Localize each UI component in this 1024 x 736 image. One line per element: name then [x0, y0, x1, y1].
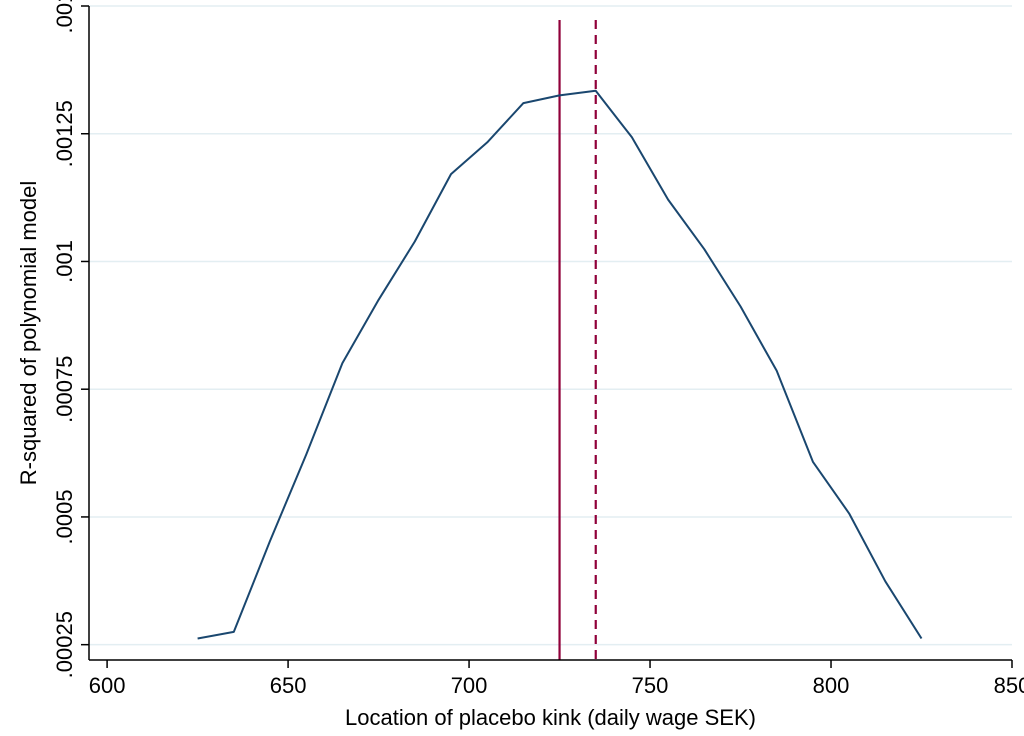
x-tick-label-2: 700 [451, 673, 488, 698]
axes: 600 650 700 750 800 850 .00025 .0005 .00075 .001.… [52, 0, 1024, 698]
x-tick-label-0: 600 [89, 673, 126, 698]
y-tick-label-2: .00075 [52, 356, 77, 423]
reference-lines [558, 20, 597, 660]
y-tick-label-5: .0015 [52, 0, 77, 34]
x-tick-label-1: 650 [270, 673, 307, 698]
x-tick-label-4: 800 [813, 673, 850, 698]
y-tick-label-3: .001 [52, 240, 77, 283]
y-axis-title: R-squared of polynomial model [16, 181, 41, 486]
x-tick-label-3: 750 [632, 673, 669, 698]
y-tick-label-0: .00025 [52, 611, 77, 678]
x-axis-title: Location of placebo kink (daily wage SEK… [345, 705, 756, 730]
data-series [197, 89, 923, 640]
y-tick-label-1: .0005 [52, 489, 77, 544]
x-tick-label-5: 850 [994, 673, 1024, 698]
gridlines [89, 5, 1012, 646]
y-tick-label-4: .00125 [52, 100, 77, 167]
series-line-0 [197, 89, 923, 640]
